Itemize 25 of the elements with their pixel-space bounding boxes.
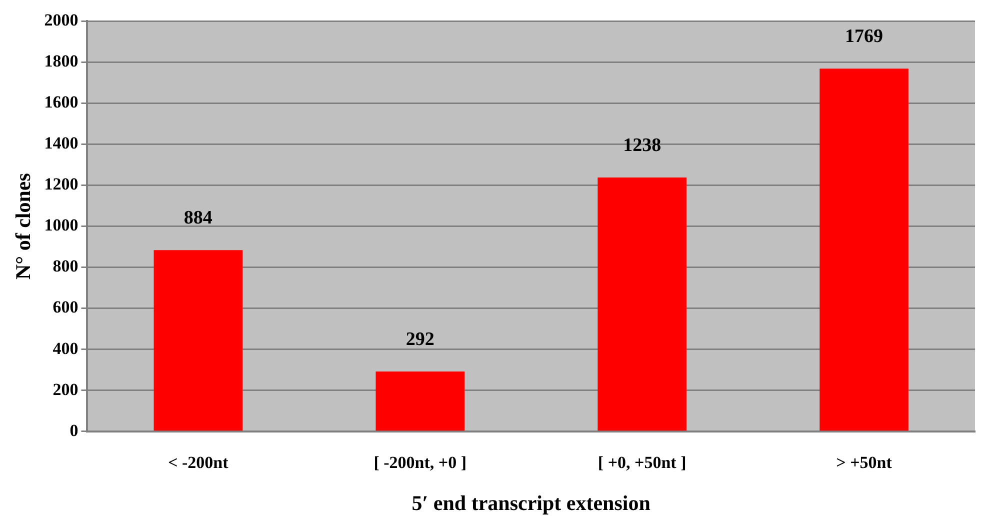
x-axis-title: 5′ end transcript extension	[412, 490, 651, 515]
y-axis-title: N° of clones	[11, 173, 36, 280]
x-tick-label: [ -200nt, +0 ]	[374, 452, 467, 472]
y-tick-label: 1600	[44, 92, 78, 112]
y-tick-label: 1400	[44, 134, 78, 153]
y-tick-label: 600	[52, 298, 78, 317]
y-tick-label: 1200	[44, 174, 78, 194]
x-tick-label: > +50nt	[836, 452, 892, 472]
y-tick-label: 1000	[44, 216, 78, 235]
y-tick-label: 800	[52, 256, 78, 276]
y-tick-label: 200	[52, 380, 78, 399]
y-tick-label: 0	[70, 420, 78, 440]
bar	[598, 177, 686, 431]
data-label: 1769	[845, 26, 884, 47]
data-label: 292	[406, 328, 434, 350]
y-tick-label: 2000	[44, 10, 78, 30]
data-label: 884	[184, 208, 213, 228]
x-tick-label: [ +0, +50nt ]	[598, 452, 686, 472]
data-label: 1238	[623, 134, 662, 156]
x-tick-label: < -200nt	[168, 452, 229, 472]
bar	[820, 68, 908, 431]
y-tick-label: 1800	[44, 52, 78, 71]
bar	[376, 372, 465, 431]
bar	[154, 250, 243, 431]
y-tick-label: 400	[52, 338, 78, 358]
